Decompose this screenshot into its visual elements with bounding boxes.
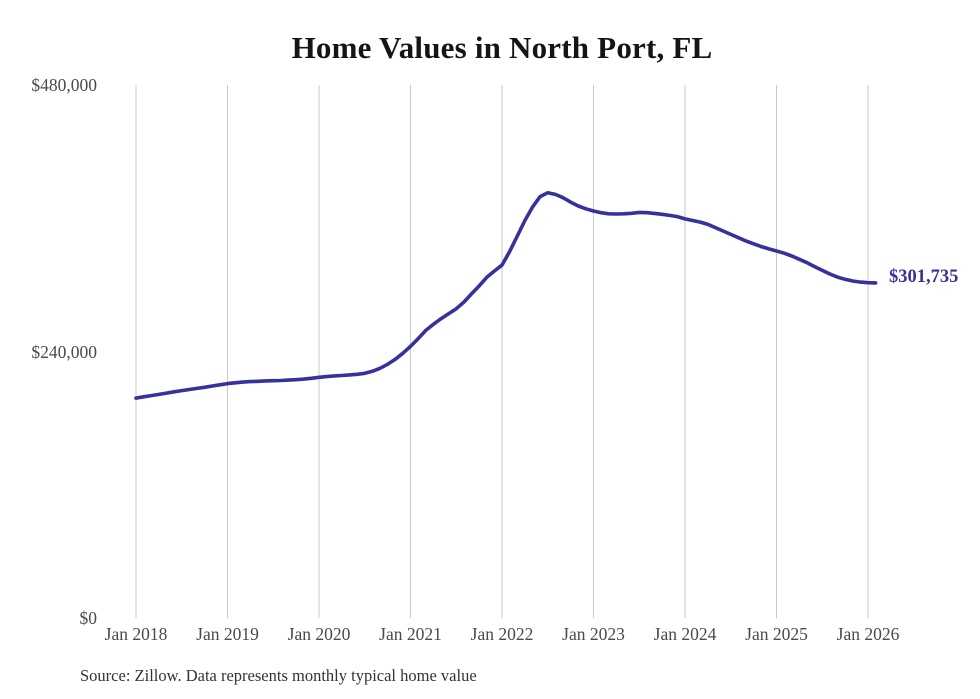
x-tick-label: Jan 2019: [196, 624, 259, 644]
y-tick-label: $0: [79, 608, 98, 628]
x-tick-label: Jan 2023: [562, 624, 625, 644]
y-tick-label: $480,000: [31, 75, 97, 95]
x-tick-label: Jan 2020: [287, 624, 351, 644]
x-tick-label: Jan 2022: [470, 624, 534, 644]
source-note: Source: Zillow. Data represents monthly …: [80, 666, 477, 685]
x-tick-label: Jan 2025: [745, 624, 808, 644]
x-tick-label: Jan 2021: [379, 624, 442, 644]
x-tick-label: Jan 2024: [653, 624, 717, 644]
home-value-line: [134, 190, 878, 400]
y-tick-label: $240,000: [31, 341, 97, 362]
x-tick-label: Jan 2018: [104, 624, 168, 644]
x-tick-label: Jan 2026: [836, 624, 900, 644]
chart-title: Home Values in North Port, FL: [291, 30, 713, 65]
final-value-annotation: $301,735: [889, 267, 959, 287]
gridlines: [135, 85, 869, 618]
